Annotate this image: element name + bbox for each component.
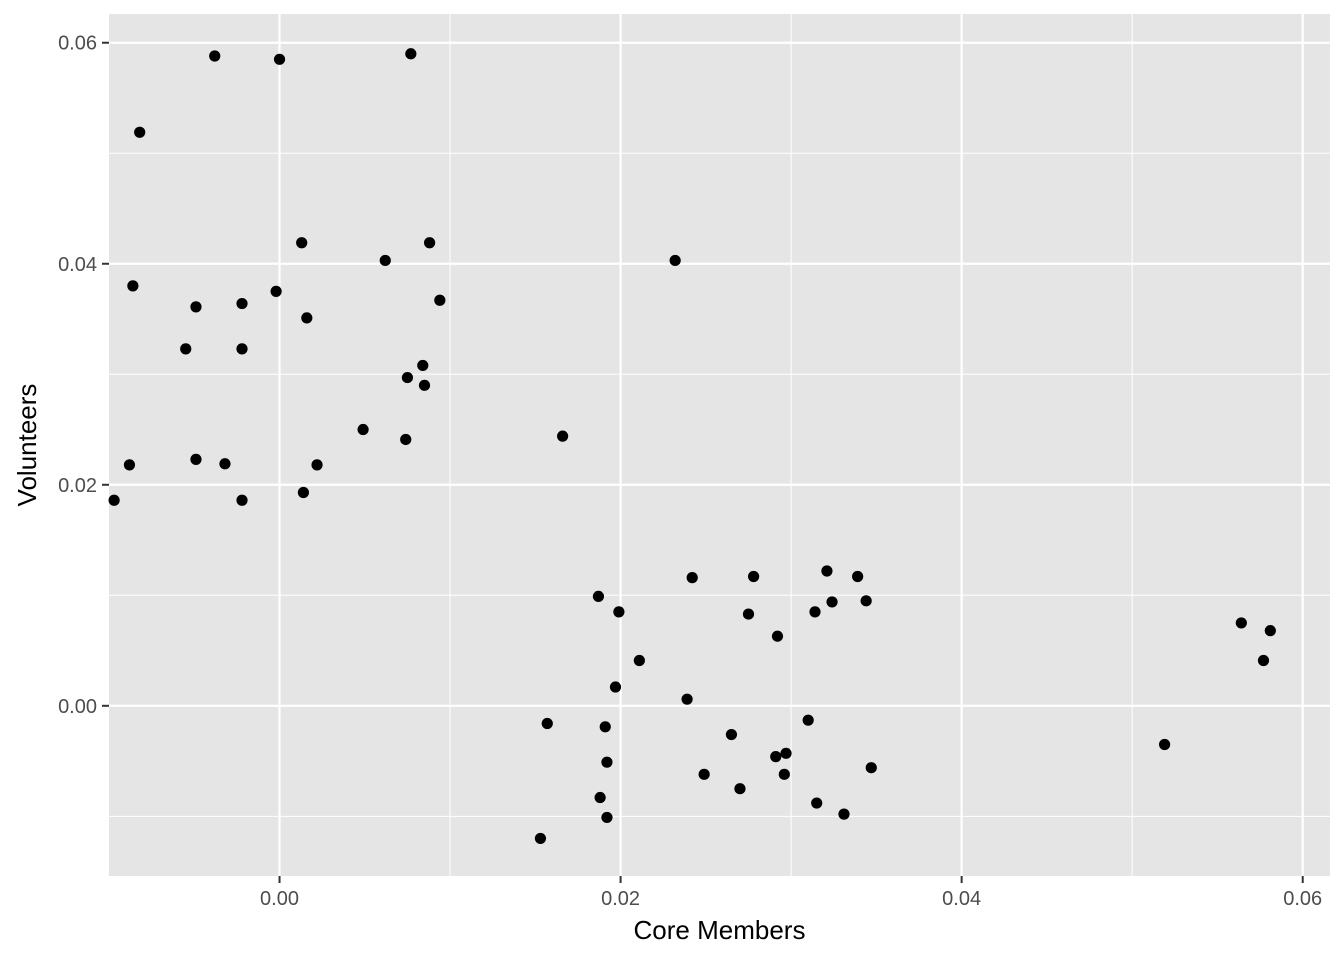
data-point xyxy=(418,379,431,391)
y-tick-label: 0.04 xyxy=(58,254,97,276)
data-point xyxy=(557,430,569,442)
data-point xyxy=(219,458,231,470)
data-point xyxy=(190,301,202,313)
data-point xyxy=(297,486,310,499)
data-point xyxy=(778,768,790,780)
data-point xyxy=(838,808,850,820)
data-point xyxy=(725,728,738,741)
data-point xyxy=(821,565,833,577)
plot-panel xyxy=(109,14,1330,876)
data-point xyxy=(601,756,613,768)
data-point xyxy=(809,606,821,618)
data-point xyxy=(669,254,681,267)
y-tick-label: 0.02 xyxy=(58,475,97,497)
x-tick-label: 0.04 xyxy=(942,888,981,910)
data-point xyxy=(748,570,760,583)
data-point xyxy=(826,596,838,608)
major-gridlines xyxy=(109,14,1330,876)
data-point xyxy=(236,297,248,310)
data-point xyxy=(270,285,282,297)
data-point xyxy=(1158,738,1171,751)
x-tick-label: 0.02 xyxy=(601,888,640,910)
y-tick-label: 0.06 xyxy=(58,33,97,55)
data-point xyxy=(770,751,782,763)
x-tick-label: 0.00 xyxy=(260,888,299,910)
data-point xyxy=(423,237,436,249)
data-point xyxy=(1235,617,1247,629)
data-point xyxy=(379,254,391,267)
y-tick-label: 0.00 xyxy=(58,696,97,718)
data-point xyxy=(681,693,693,705)
data-point xyxy=(434,294,446,306)
data-point xyxy=(134,126,146,138)
x-axis: 0.00 0.02 0.04 0.06 xyxy=(260,876,1322,910)
x-tick-label: 0.06 xyxy=(1283,888,1322,910)
data-point xyxy=(405,48,417,60)
data-point xyxy=(1257,654,1270,667)
data-point xyxy=(780,747,792,759)
minor-gridlines xyxy=(109,14,1330,876)
data-point xyxy=(852,570,864,583)
data-point xyxy=(301,312,313,324)
data-point xyxy=(686,572,698,584)
data-point xyxy=(209,50,221,62)
data-point xyxy=(1264,625,1276,637)
data-point xyxy=(865,762,877,774)
data-point xyxy=(609,681,622,693)
data-points xyxy=(108,48,1276,845)
data-point xyxy=(811,797,823,809)
data-point xyxy=(541,717,553,730)
data-point xyxy=(311,459,323,471)
x-axis-title: Core Members xyxy=(634,915,806,945)
data-point xyxy=(534,832,547,845)
data-point xyxy=(236,494,248,506)
data-point xyxy=(127,280,139,292)
y-axis: 0.00 0.02 0.04 0.06 xyxy=(58,33,109,718)
data-point xyxy=(236,343,248,355)
data-point xyxy=(296,237,308,249)
data-point xyxy=(123,459,136,471)
data-point xyxy=(734,783,746,795)
data-point xyxy=(601,811,613,824)
data-point xyxy=(698,768,710,780)
y-axis-title: Volunteers xyxy=(12,384,42,507)
data-point xyxy=(771,630,784,642)
data-point xyxy=(613,606,625,618)
data-point xyxy=(401,371,414,384)
data-point xyxy=(357,423,369,436)
data-point xyxy=(190,453,202,465)
data-point xyxy=(860,595,872,607)
data-point xyxy=(180,343,192,355)
data-point xyxy=(400,433,412,446)
data-point xyxy=(594,791,606,804)
data-point xyxy=(802,714,814,726)
data-point xyxy=(633,654,645,667)
data-point xyxy=(742,608,755,620)
data-point xyxy=(273,53,286,65)
data-point xyxy=(592,590,605,603)
data-point xyxy=(599,721,611,733)
data-point xyxy=(108,494,120,506)
data-point xyxy=(417,359,429,372)
